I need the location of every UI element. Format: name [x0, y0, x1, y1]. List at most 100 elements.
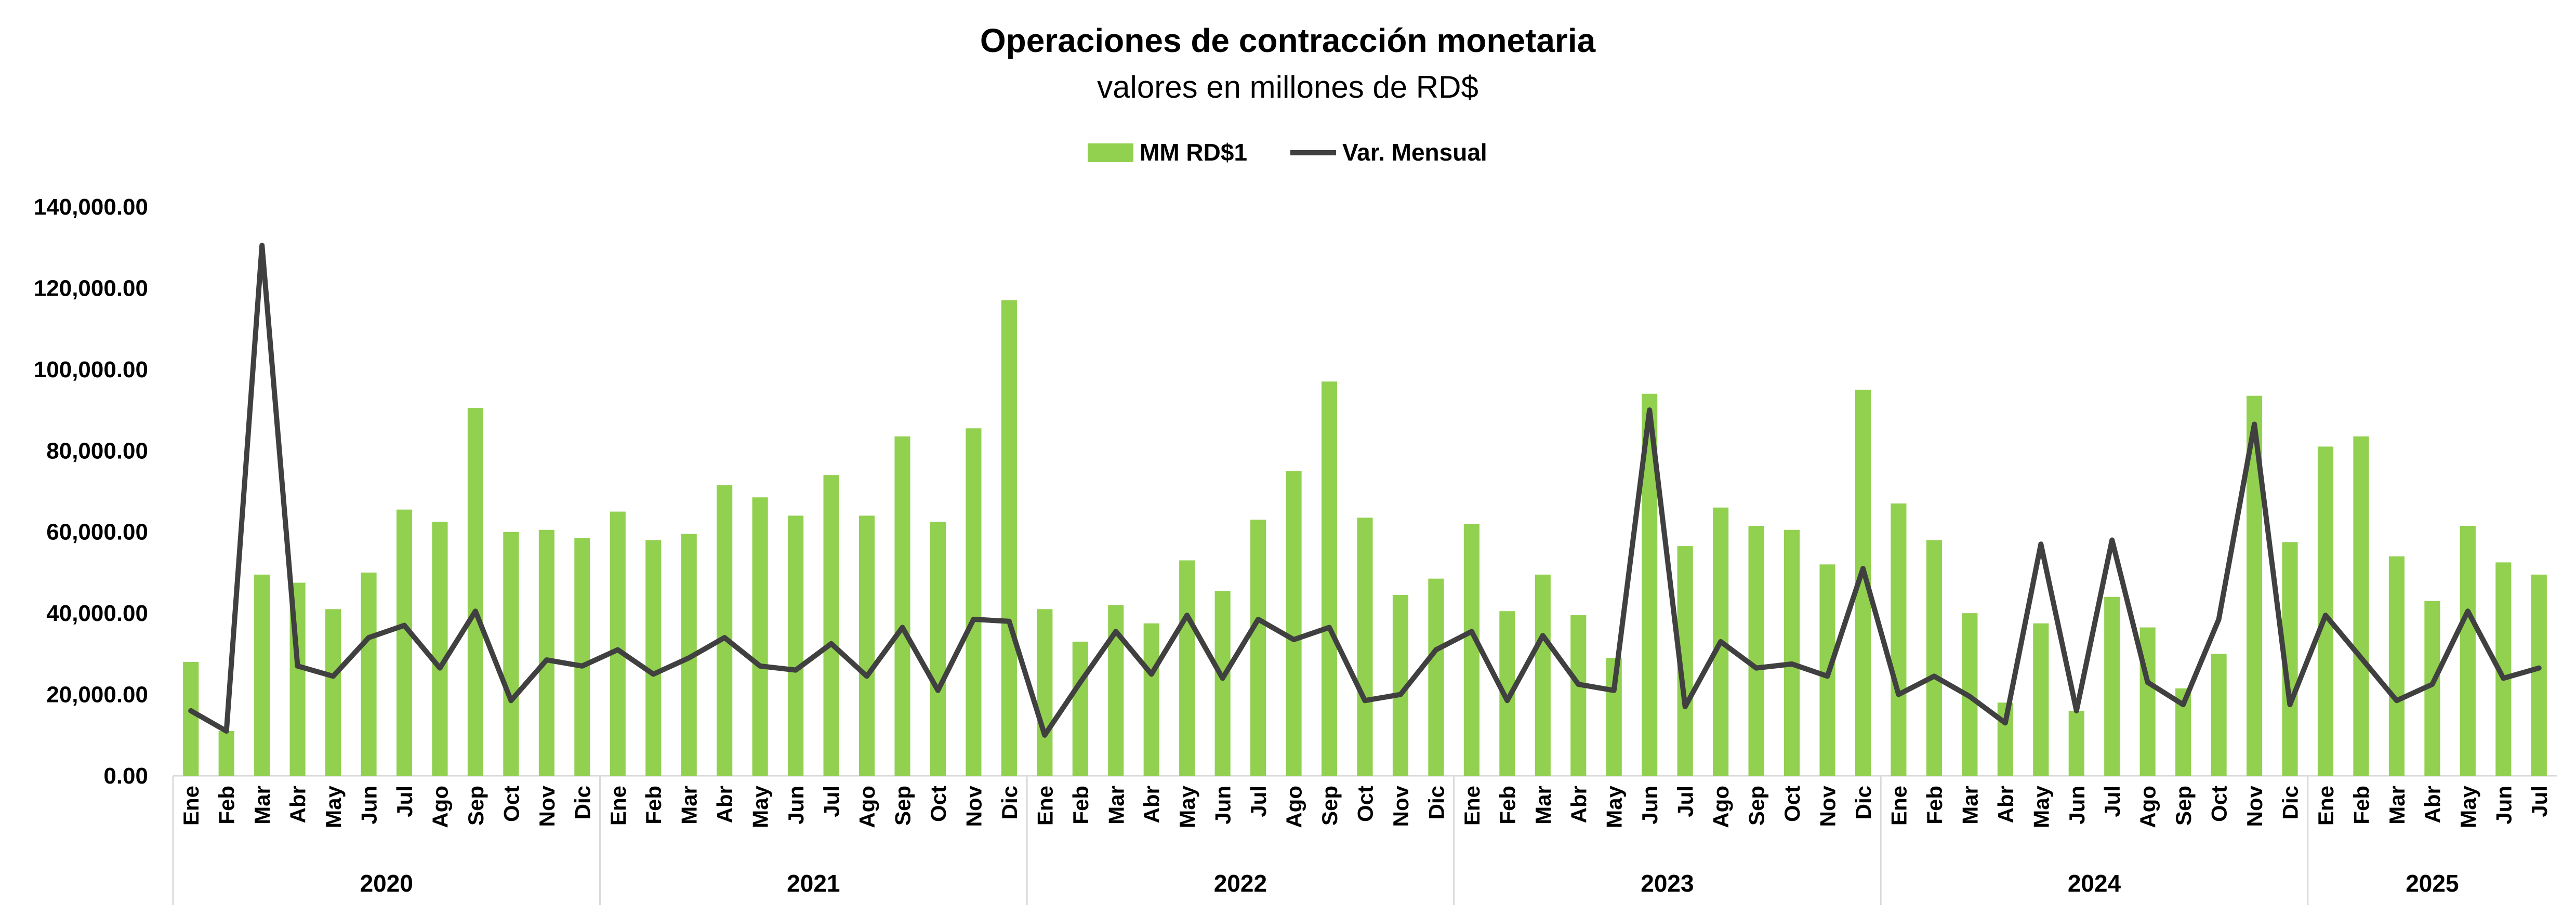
x-tick-label: Ago: [1282, 786, 1306, 828]
bar: [325, 609, 341, 776]
x-tick-label: Ene: [1033, 786, 1057, 826]
bar: [467, 408, 483, 776]
x-tick-label: May: [321, 785, 346, 828]
bar: [966, 428, 982, 776]
line-point: [2537, 666, 2541, 670]
line-point: [2039, 542, 2043, 546]
bar: [1535, 574, 1551, 776]
y-tick-label: 80,000.00: [46, 438, 148, 463]
y-tick-label: 60,000.00: [46, 520, 148, 545]
legend: MM RD$1 Var. Mensual: [1088, 139, 1487, 166]
line-point: [2075, 709, 2078, 712]
line-point: [403, 624, 406, 627]
x-tick-label: Feb: [1922, 786, 1947, 825]
x-tick-label: May: [2029, 785, 2053, 828]
line-point: [687, 656, 691, 660]
x-tick-label: Mar: [2385, 786, 2409, 825]
line-point: [1826, 674, 1829, 678]
line-point: [1363, 699, 1367, 702]
line-point: [1719, 640, 1723, 643]
x-tick-label: Sep: [2171, 786, 2196, 826]
bar: [2317, 446, 2334, 776]
line-point: [1292, 638, 1296, 641]
year-label: 2021: [787, 870, 840, 897]
bar: [752, 497, 768, 776]
bar: [2353, 436, 2369, 776]
line-point: [2359, 656, 2363, 660]
legend-label-bars: MM RD$1: [1140, 139, 1247, 166]
x-tick-label: Ene: [1886, 786, 1911, 826]
line-point: [2502, 677, 2505, 680]
x-tick-label: Abr: [1993, 786, 2018, 823]
bar: [1321, 381, 1338, 776]
line-point: [2110, 538, 2114, 542]
x-tick-label: Nov: [535, 785, 559, 827]
bar: [1463, 524, 1479, 776]
line-point: [1078, 681, 1082, 684]
line-point: [1007, 619, 1011, 623]
bar: [717, 485, 733, 776]
x-tick-label: Abr: [286, 786, 310, 823]
line-point: [2003, 721, 2007, 725]
line-point: [652, 672, 655, 676]
line-point: [2395, 699, 2398, 702]
x-tick-label: Jul: [392, 786, 417, 817]
x-tick-label: Jul: [2100, 786, 2124, 817]
line-point: [224, 729, 228, 733]
y-axis: 0.00 20,000.00 40,000.00 60,000.00 80,000.00…: [34, 194, 2557, 789]
line-point: [2253, 422, 2256, 426]
bar: [1570, 615, 1587, 776]
line-series: [188, 243, 2542, 738]
line-point: [189, 709, 193, 712]
bar: [2033, 623, 2049, 776]
x-tick-label: Ene: [179, 786, 203, 826]
bar: [1784, 529, 1800, 776]
line-point: [2323, 614, 2327, 617]
x-tick-label: Dic: [1424, 786, 1448, 819]
line-point: [1470, 630, 1473, 633]
line-point: [1398, 693, 1402, 696]
line-point: [829, 642, 833, 645]
line-point: [2217, 617, 2221, 621]
line-point: [1221, 677, 1224, 680]
bar: [574, 538, 590, 776]
bar: [2531, 574, 2547, 776]
x-tick-label: Nov: [1389, 785, 1413, 827]
x-tick-label: Jun: [2491, 786, 2516, 825]
line-point: [509, 699, 513, 702]
bar: [1286, 471, 1302, 776]
line-point: [1612, 688, 1616, 692]
y-tick-label: 40,000.00: [46, 601, 148, 626]
line-point: [2182, 703, 2185, 707]
x-tick-label: Jun: [357, 786, 381, 825]
line-point: [1968, 695, 1972, 698]
x-tick-label: Abr: [712, 786, 737, 823]
x-tick-label: Oct: [499, 786, 523, 822]
x-tick-label: Jun: [784, 786, 808, 825]
line-point: [1434, 648, 1438, 652]
x-tick-label: Sep: [464, 786, 488, 826]
line-point: [332, 674, 335, 678]
x-tick-label: Feb: [215, 786, 239, 825]
x-tick-label: Sep: [1317, 786, 1342, 826]
x-tick-label: Jul: [1246, 786, 1271, 817]
x-tick-label: Feb: [2349, 786, 2373, 825]
bar: [1001, 300, 1017, 776]
bar: [1250, 520, 1266, 776]
bar: [1179, 560, 1195, 776]
line-point: [1541, 634, 1544, 638]
line-point: [545, 658, 548, 662]
line-point: [1897, 693, 1900, 696]
line-point: [1861, 567, 1865, 571]
x-tick-label: May: [2456, 785, 2480, 828]
x-axis: Ene Feb Mar Abr May Jun Jul Ago Sep Oct Nov Dic 2020…: [172, 776, 2552, 905]
y-tick-label: 140,000.00: [34, 194, 148, 220]
y-tick-label: 0.00: [103, 763, 148, 789]
x-tick-label: Dic: [1851, 786, 1875, 819]
bar: [2460, 525, 2476, 776]
year-label: 2024: [2068, 870, 2121, 897]
x-tick-label: Feb: [1495, 786, 1520, 825]
bar: [1214, 591, 1231, 776]
y-tick-label: 100,000.00: [34, 357, 148, 382]
x-tick-label: Nov: [961, 785, 986, 827]
